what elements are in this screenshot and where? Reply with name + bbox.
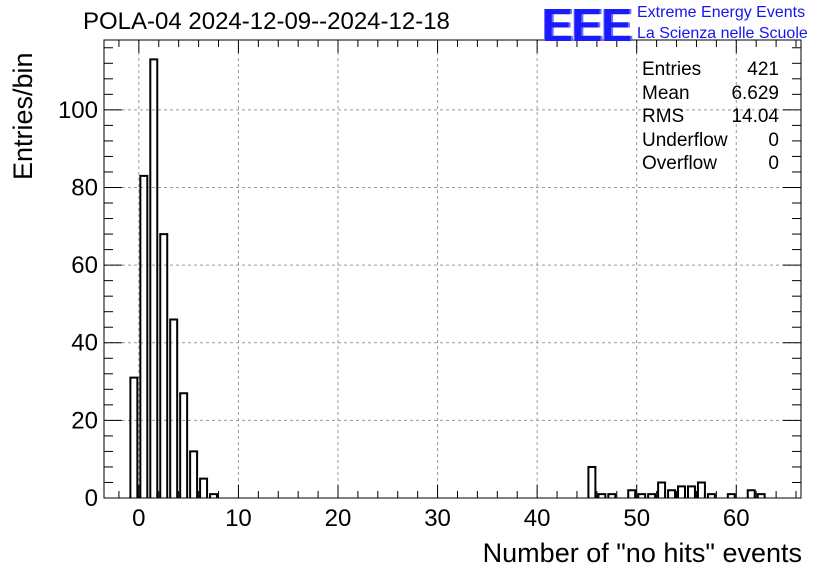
histogram-bar [159, 233, 169, 498]
x-tick-label: 40 [524, 505, 551, 532]
histogram-bar [149, 58, 159, 498]
histogram-bar [756, 493, 766, 498]
histogram-bar [189, 450, 199, 498]
histogram-bar [199, 477, 209, 498]
histogram-bar [587, 465, 597, 498]
y-tick-label: 80 [71, 174, 98, 201]
stat-name: Overflow [642, 153, 717, 174]
stat-name: Entries [642, 59, 702, 80]
stat-name: RMS [642, 106, 685, 127]
stat-name: Underflow [642, 129, 728, 151]
histogram-bar [169, 318, 179, 498]
histogram-bar [139, 174, 149, 498]
logo-line-2: La Scienza nelle Scuole [637, 25, 808, 42]
histogram-bar [597, 493, 607, 498]
histogram-bar [657, 481, 667, 498]
histogram-bar [706, 493, 716, 498]
x-tick-label: 0 [132, 505, 145, 532]
histogram-bar [667, 489, 677, 498]
y-tick-label: 40 [71, 330, 98, 357]
histogram-bar [627, 489, 637, 498]
eee-logo: EEE [542, 0, 632, 51]
y-axis-label: Entries/bin [8, 52, 38, 180]
histogram-bar [179, 392, 189, 498]
axis-tick-labels: 0 10 20 30 40 50 60 0 20 40 60 80 100 [58, 97, 750, 532]
x-tick-label: 30 [424, 505, 451, 532]
x-axis-label: Number of "no hits" events [482, 538, 802, 568]
y-tick-label: 100 [58, 97, 98, 124]
x-tick-label: 20 [325, 505, 352, 532]
stat-value: 14.04 [731, 106, 779, 127]
stat-row-overflow: Overflow 0 [639, 152, 781, 176]
stat-name: Mean [642, 82, 690, 104]
grid-lines [104, 40, 801, 498]
stat-row-rms: RMS 14.04 [639, 105, 781, 129]
histogram-bar [686, 485, 696, 498]
x-tick-label: 60 [723, 505, 750, 532]
axis-ticks [104, 40, 801, 499]
histogram-bar [647, 493, 657, 498]
logo-line-1: Extreme Energy Events [637, 4, 806, 21]
y-tick-label: 60 [71, 252, 98, 279]
stat-row-underflow: Underflow 0 [639, 129, 781, 153]
stat-value: 0 [768, 153, 779, 174]
y-tick-label: 0 [85, 485, 98, 512]
histogram-bars [129, 58, 766, 498]
plot-frame [103, 39, 802, 499]
stats-box: Entries 421 Mean 6.629 RMS 14.04 Underfl… [639, 58, 781, 176]
histogram-bar [129, 376, 139, 498]
stat-value: 421 [747, 59, 779, 80]
x-tick-label: 50 [623, 505, 650, 532]
stat-value: 6.629 [731, 82, 779, 104]
histogram-bar [726, 493, 736, 498]
histogram-bar [637, 493, 647, 498]
y-tick-label: 20 [71, 407, 98, 434]
histogram-bar [677, 485, 686, 498]
histogram-bar [746, 489, 756, 498]
histogram-bar [209, 493, 219, 498]
stat-row-mean: Mean 6.629 [639, 82, 781, 106]
histogram-bar [696, 481, 706, 498]
stat-row-entries: Entries 421 [639, 58, 781, 82]
x-tick-label: 10 [225, 505, 252, 532]
stat-value: 0 [768, 129, 779, 151]
chart-title: POLA-04 2024-12-09--2024-12-18 [83, 8, 450, 35]
histogram-bar [607, 493, 617, 498]
